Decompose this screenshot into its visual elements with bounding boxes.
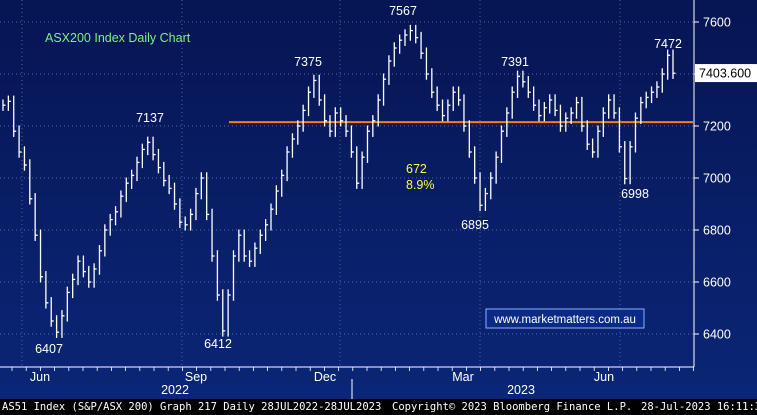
y-tick-label: 6400 (703, 328, 731, 342)
watermark-box: www.marketmatters.com.au (485, 308, 645, 329)
price-label: 6998 (621, 187, 649, 201)
x-month-label: Jun (30, 370, 50, 384)
price-label: 7375 (294, 55, 322, 69)
chart-title: ASX200 Index Daily Chart (45, 31, 191, 45)
footer: AS51 Index (S&P/ASX 200) Graph 217 Daily… (0, 399, 757, 415)
y-tick-label: 7000 (703, 172, 731, 186)
price-chart: 64006600680070007200740076007403.600 Jun… (0, 0, 757, 399)
y-tick-label: 6600 (703, 276, 731, 290)
price-label: 6412 (204, 337, 232, 351)
annotation-points: 672 (406, 162, 427, 176)
price-label: 6407 (35, 342, 63, 356)
annotation: 672 8.9% (406, 162, 435, 192)
price-label: 7472 (654, 37, 682, 51)
x-month-label: Jun (594, 370, 614, 384)
y-tick-label: 6800 (703, 224, 731, 238)
x-month-label: Dec (314, 370, 336, 384)
price-label: 7137 (136, 111, 164, 125)
y-tick-label: 7600 (703, 16, 731, 30)
watermark: www.marketmatters.com.au (493, 314, 636, 326)
price-label: 7391 (501, 55, 529, 69)
y-tick-label: 7200 (703, 120, 731, 134)
footer-center: Copyright© 2023 Bloomberg Finance L.P. (392, 401, 633, 413)
x-year-label: 2022 (161, 383, 189, 397)
price-label: 6895 (461, 218, 489, 232)
footer-right: 28-Jul-2023 16:11:30 (641, 401, 757, 413)
last-price-label: 7403.600 (699, 67, 751, 81)
annotation-pct: 8.9% (406, 178, 435, 192)
price-label: 7567 (389, 4, 417, 18)
last-price-tag (695, 64, 757, 83)
x-month-label: Mar (452, 370, 474, 384)
x-month-label: Sep (185, 370, 207, 384)
x-year-label: 2023 (507, 383, 535, 397)
footer-left: AS51 Index (S&P/ASX 200) Graph 217 Daily… (2, 401, 382, 413)
